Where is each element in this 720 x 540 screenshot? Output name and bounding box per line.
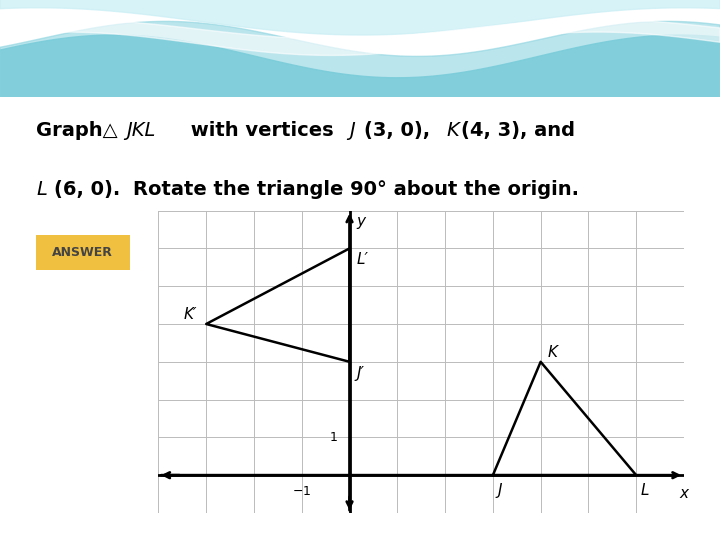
Text: J′: J′: [356, 366, 365, 381]
Text: (3, 0),: (3, 0),: [364, 121, 436, 140]
Text: K: K: [446, 121, 459, 140]
Text: L′: L′: [356, 252, 369, 267]
Text: J: J: [349, 121, 355, 140]
Text: ANSWER: ANSWER: [53, 246, 113, 259]
Text: $1$: $1$: [329, 431, 338, 444]
Text: L: L: [641, 483, 649, 498]
Text: (4, 3), and: (4, 3), and: [461, 121, 575, 140]
Text: y: y: [356, 214, 366, 230]
Text: K′: K′: [183, 307, 197, 322]
Text: with vertices: with vertices: [184, 121, 340, 140]
Text: Rotate the triangle 90° about the origin.: Rotate the triangle 90° about the origin…: [133, 180, 579, 199]
Text: (6, 0).: (6, 0).: [54, 180, 127, 199]
Text: JKL: JKL: [126, 121, 156, 140]
Text: x: x: [679, 486, 688, 501]
Text: $-1$: $-1$: [292, 485, 311, 498]
Text: Graph△: Graph△: [36, 121, 125, 140]
Text: J: J: [498, 483, 502, 498]
Text: K: K: [548, 345, 558, 360]
Text: L: L: [36, 180, 47, 199]
